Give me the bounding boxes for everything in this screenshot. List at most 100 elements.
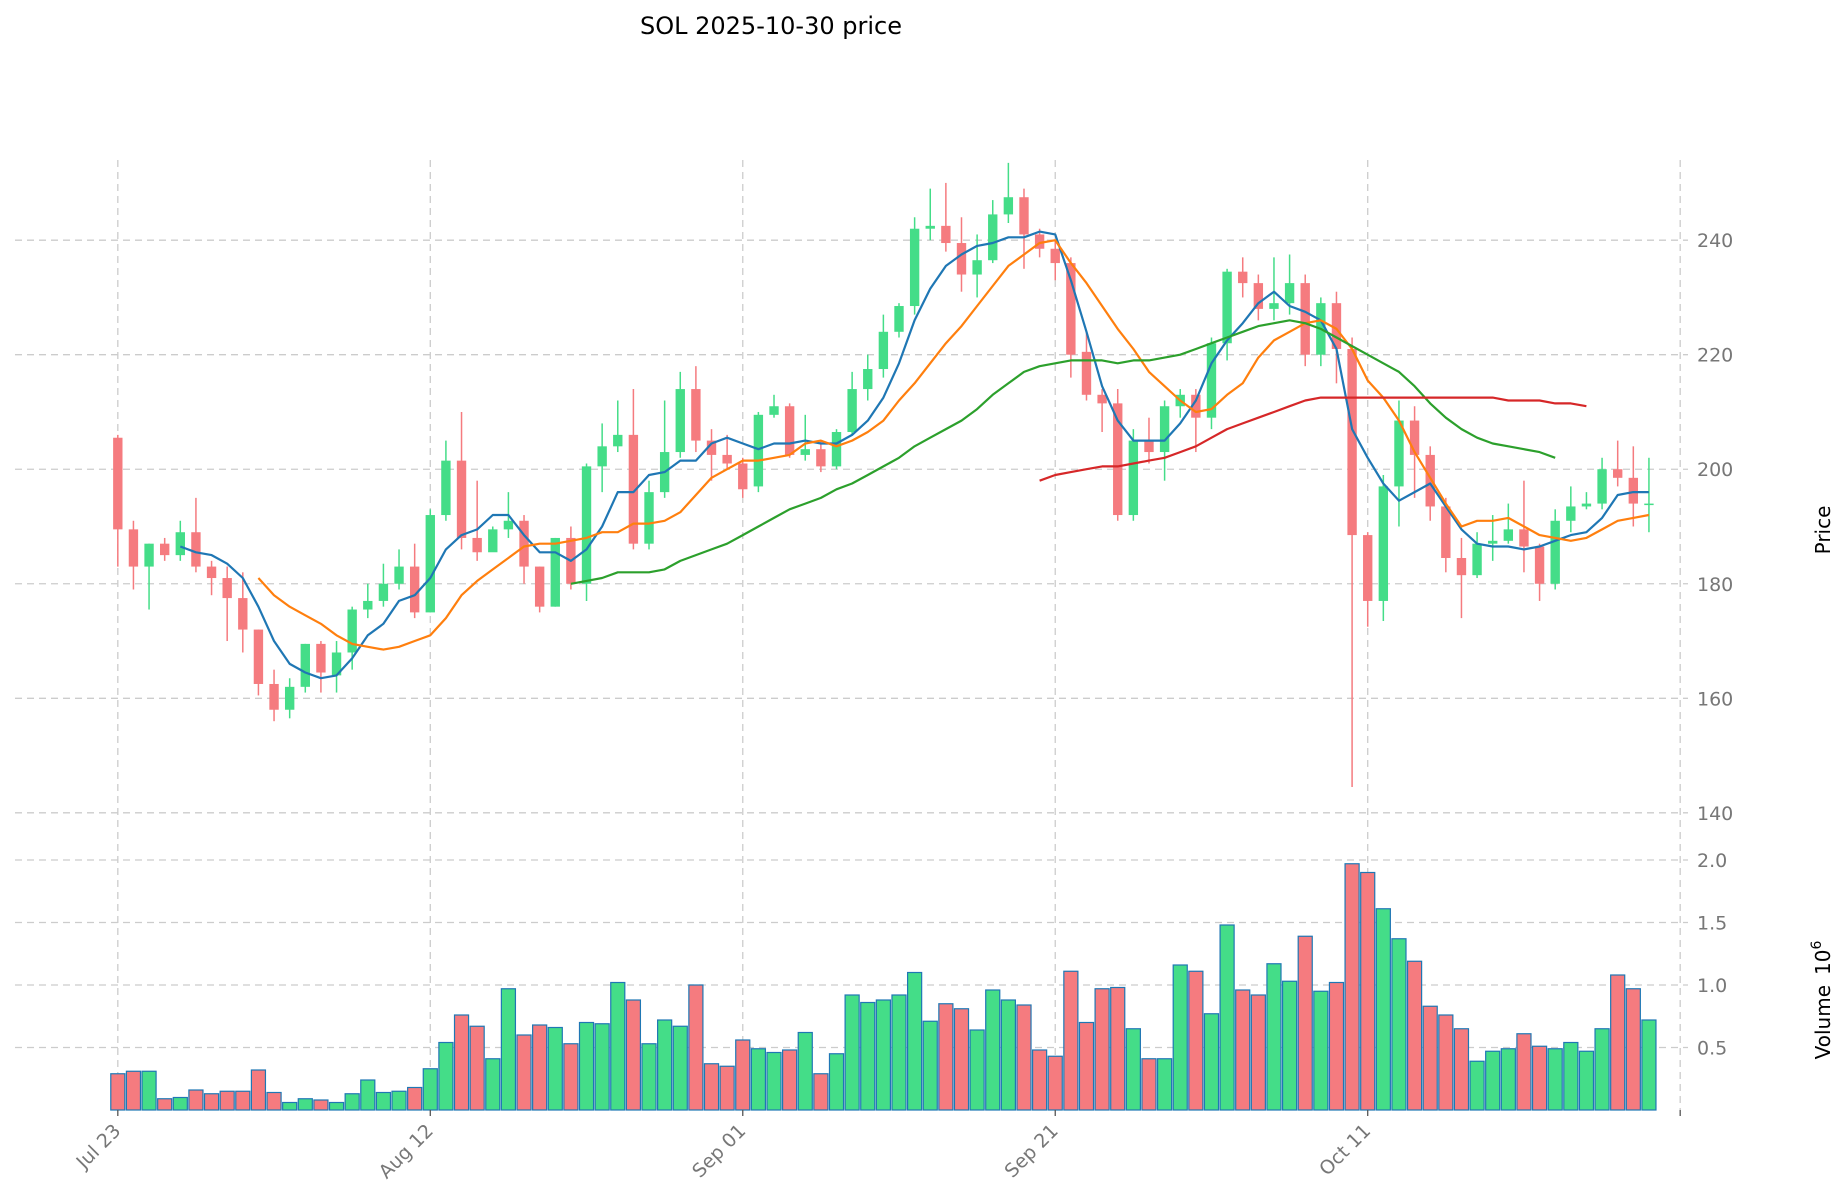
candle-body (1394, 420, 1404, 487)
volume-bar (157, 1098, 173, 1111)
candle-body (238, 598, 248, 630)
volume-bar (594, 1023, 610, 1111)
candle-body (1581, 503, 1592, 507)
candle-body (1284, 283, 1295, 304)
candle-body (784, 406, 795, 455)
candle-body (972, 260, 982, 275)
volume-bar (407, 1086, 423, 1111)
candle-body (1378, 486, 1389, 601)
volume-bar (313, 1099, 329, 1111)
volume-bar (438, 1041, 454, 1111)
candle-body (1300, 283, 1310, 355)
volume-bar (500, 988, 517, 1111)
volume-bar (563, 1043, 579, 1111)
volume-bar (969, 1029, 985, 1111)
candle-body (409, 566, 420, 613)
candle-body (1128, 440, 1139, 516)
volume-bar (1000, 999, 1016, 1111)
volume-bar (1047, 1055, 1063, 1111)
candle-body (456, 460, 467, 538)
candle-body (613, 434, 623, 447)
volume-bar (610, 981, 626, 1111)
volume-axis-exponent-base: 10 (1811, 950, 1835, 975)
candle-body (503, 520, 514, 530)
volume-bar (266, 1091, 282, 1111)
volume-bar (1250, 994, 1266, 1111)
candle-body (347, 609, 357, 653)
candle-layer (113, 162, 1654, 788)
volume-bar (344, 1093, 360, 1111)
volume-bar (1313, 990, 1329, 1111)
volume-bar (797, 1031, 813, 1111)
price-tick-label: 180 (1697, 574, 1733, 596)
candle-body (1534, 546, 1545, 584)
candle-body (1503, 529, 1514, 541)
volume-bar (1125, 1028, 1141, 1111)
volume-bar (469, 1025, 485, 1111)
volume-bar (1235, 989, 1251, 1111)
candle-body (269, 683, 279, 710)
candle-body (331, 652, 342, 676)
volume-bar (172, 1096, 188, 1111)
candle-body (1597, 469, 1607, 504)
volume-bar (1063, 970, 1079, 1111)
candle-body (675, 389, 685, 453)
volume-bar (1516, 1033, 1532, 1111)
volume-bar (891, 994, 907, 1111)
volume-axis-label: Volume (1811, 985, 1835, 1059)
volume-bar (844, 994, 860, 1111)
volume-bar (1297, 935, 1313, 1111)
candle-body (1113, 403, 1123, 516)
candle-body (1253, 283, 1264, 309)
candle-body (441, 460, 451, 516)
candle-body (800, 449, 810, 455)
volume-bar (1110, 986, 1126, 1111)
volume-bar (188, 1089, 204, 1111)
volume-bar (688, 984, 704, 1111)
volume-bar (1610, 974, 1626, 1111)
candle-body (1550, 520, 1560, 584)
volume-bar (297, 1098, 313, 1111)
candle-body (1144, 440, 1154, 453)
candle-body (1441, 506, 1451, 558)
volume-bar (250, 1069, 267, 1111)
x-tick-label: Oct 11 (1315, 1120, 1375, 1180)
volume-bar (1016, 1004, 1032, 1111)
price-tick-label: 140 (1697, 803, 1733, 825)
volume-bar (1078, 1021, 1095, 1111)
volume-bar (328, 1101, 345, 1111)
volume-bar (813, 1073, 829, 1111)
candle-body (1488, 540, 1498, 544)
volume-bar (1578, 1050, 1595, 1111)
ma-longest-line (1039, 396, 1587, 482)
candle-body (1050, 248, 1060, 264)
ma-long-line (570, 319, 1556, 585)
volume-bar (1453, 1028, 1470, 1111)
candle-body (816, 449, 826, 467)
volume-bar (453, 1014, 470, 1111)
candle-body (628, 434, 639, 544)
volume-bar (625, 999, 642, 1111)
grid-layer (15, 160, 1688, 1110)
candle-body (1409, 420, 1420, 455)
candle-body (284, 686, 295, 710)
volume-bar (1641, 1019, 1657, 1111)
volume-bar (141, 1070, 157, 1111)
candle-body (175, 532, 185, 556)
candle-body (253, 629, 264, 684)
volume-bar (235, 1090, 251, 1111)
volume-bar (1375, 908, 1391, 1111)
price-tick-label: 240 (1697, 230, 1733, 252)
volume-bar (1266, 963, 1282, 1111)
candle-body (378, 583, 389, 601)
volume-bar (657, 1019, 673, 1111)
candle-body (159, 543, 170, 556)
volume-bar (1188, 970, 1204, 1111)
volume-bar (1094, 988, 1110, 1111)
volume-bar (1156, 1058, 1173, 1111)
candle-body (144, 543, 154, 567)
candle-body (988, 214, 998, 261)
candle-body (206, 566, 217, 579)
candle-body (1222, 271, 1232, 344)
